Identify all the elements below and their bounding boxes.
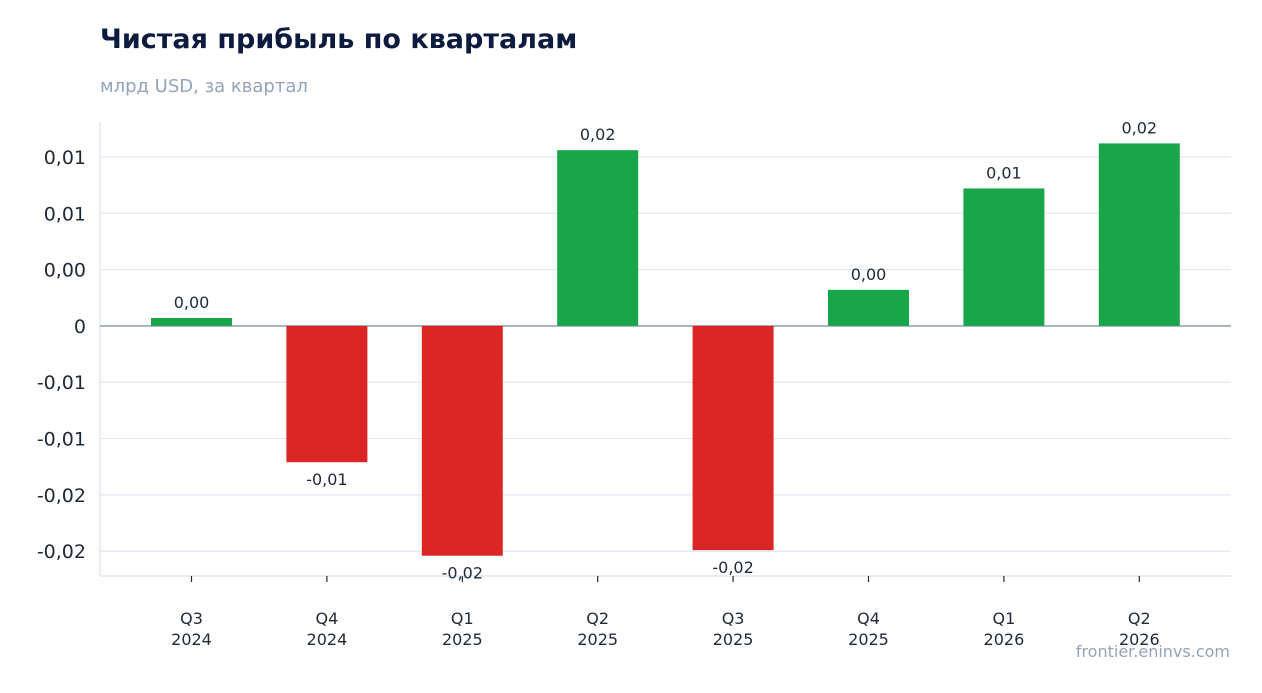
y-tick-label: 0,01 (44, 147, 86, 169)
x-tick-label-quarter: Q4 (316, 609, 339, 628)
chart-title: Чистая прибыль по кварталам (100, 24, 578, 55)
y-tick-label: -0,02 (37, 541, 86, 563)
data-label: 0,02 (1121, 118, 1157, 137)
data-label: -0,02 (712, 558, 753, 577)
data-label: 0,00 (174, 293, 210, 312)
y-tick-label: 0,01 (44, 203, 86, 225)
data-label: 0,02 (580, 125, 616, 144)
bar (286, 325, 368, 463)
x-tick-label-quarter: Q2 (586, 609, 609, 628)
x-tick-label-quarter: Q2 (1128, 609, 1151, 628)
x-tick-labels: Q3 2024 Q4 2024 Q1 2025 Q2 2025 Q3 2025 Q4 2025 Q1 20… (171, 576, 1160, 649)
data-label: -0,02 (442, 564, 483, 583)
x-tick-label-quarter: Q3 (722, 609, 745, 628)
bar (421, 325, 503, 556)
axes (99, 122, 1231, 577)
y-tick-label: -0,01 (37, 372, 86, 394)
data-label: 0,00 (851, 265, 887, 284)
data-label: 0,01 (986, 163, 1022, 182)
grid-lines (100, 156, 1231, 552)
x-tick-label-year: 2025 (848, 630, 889, 649)
chart-subtitle: млрд USD, за квартал (100, 76, 308, 97)
data-label: -0,01 (306, 470, 347, 489)
x-tick-label-quarter: Q4 (857, 609, 880, 628)
y-tick-label: -0,01 (37, 429, 86, 451)
bar (692, 325, 774, 551)
x-tick-label-year: 2024 (171, 630, 212, 649)
bar (963, 188, 1045, 326)
y-tick-labels: 0,01 0,01 0,00 0 -0,01 -0,01 -0,02 -0,02 (37, 147, 86, 563)
bar (557, 150, 639, 326)
x-tick-label-year: 2025 (713, 630, 754, 649)
y-tick-label: -0,02 (37, 485, 86, 507)
data-labels: 0,00 -0,01 -0,02 0,02 -0,02 0,00 0,01 0,02 (174, 118, 1157, 582)
x-tick-label-quarter: Q3 (180, 609, 203, 628)
source-credit: frontier.eninvs.com (1075, 642, 1230, 661)
x-tick-label-year: 2025 (442, 630, 483, 649)
y-tick-label: 0 (74, 316, 86, 338)
x-tick-label-quarter: Q1 (451, 609, 474, 628)
bar (1098, 143, 1180, 326)
x-tick-label-year: 2026 (984, 630, 1025, 649)
x-tick-label-quarter: Q1 (993, 609, 1016, 628)
y-tick-label: 0,00 (44, 260, 86, 282)
bar (828, 289, 909, 326)
x-tick-label-year: 2024 (307, 630, 348, 649)
x-tick-label-year: 2025 (577, 630, 618, 649)
x-tick-label-year: 2026 (1119, 630, 1160, 649)
bar (151, 318, 232, 326)
bars (151, 143, 1180, 556)
